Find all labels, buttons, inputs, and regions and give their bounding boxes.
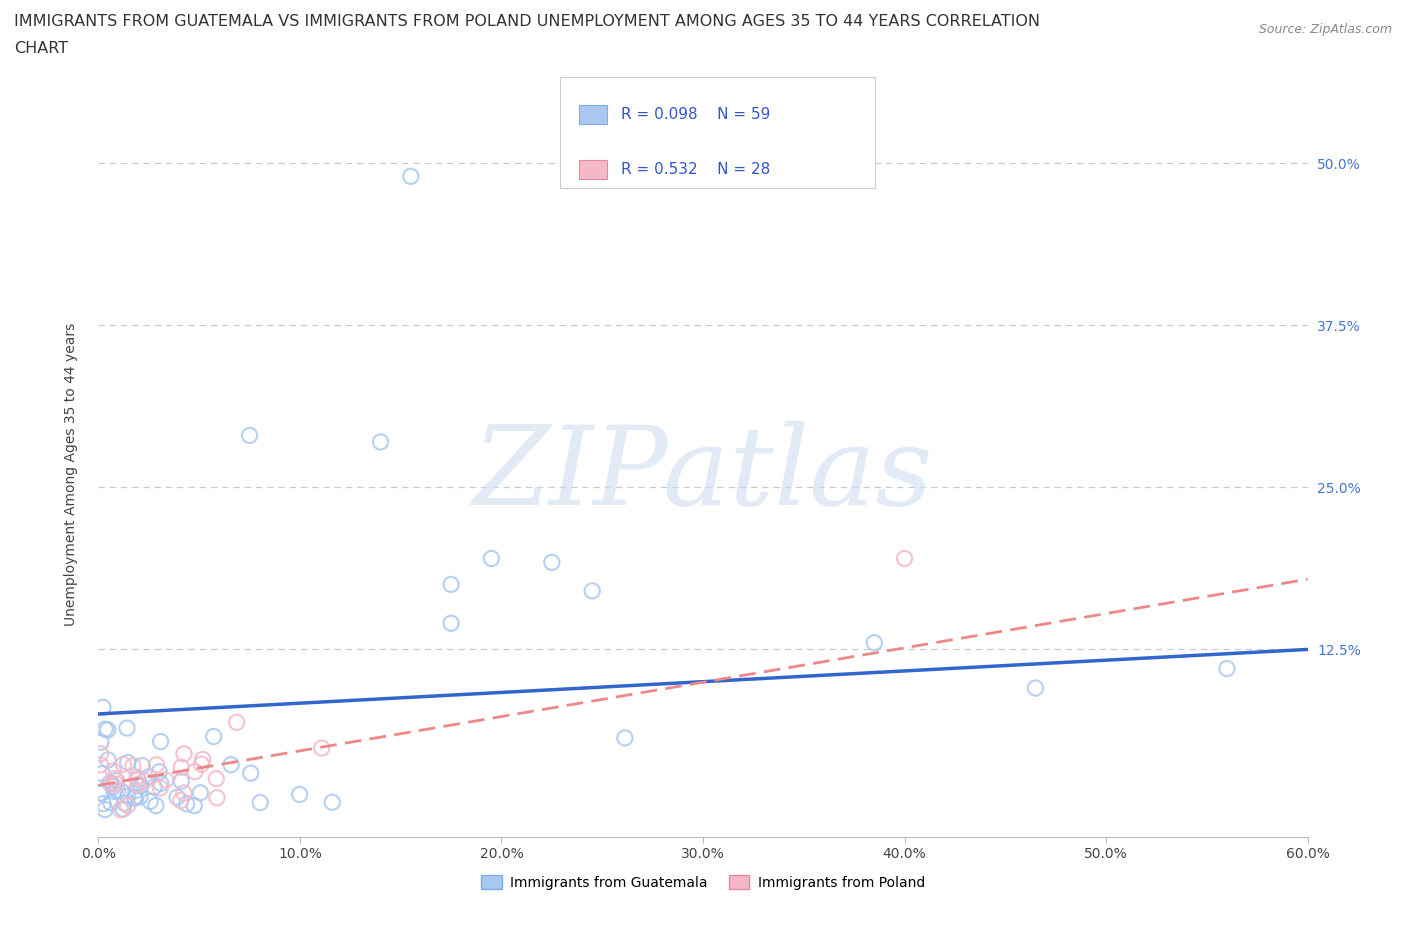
Point	[124, 790, 146, 805]
Point	[183, 798, 205, 813]
Point	[225, 715, 247, 730]
Point	[581, 583, 603, 598]
Point	[107, 783, 129, 798]
Text: CHART: CHART	[14, 41, 67, 56]
Point	[170, 774, 193, 789]
Point	[104, 771, 127, 786]
Text: Source: ZipAtlas.com: Source: ZipAtlas.com	[1258, 23, 1392, 36]
Point	[176, 796, 198, 811]
Point	[103, 764, 125, 778]
Point	[131, 758, 153, 773]
Point	[145, 798, 167, 813]
Point	[173, 786, 195, 801]
Point	[321, 795, 343, 810]
Point	[110, 784, 132, 799]
Point	[91, 766, 114, 781]
Point	[202, 729, 225, 744]
Point	[125, 770, 148, 785]
Point	[100, 795, 122, 810]
Point	[440, 577, 463, 591]
Point	[104, 777, 127, 791]
Point	[94, 722, 117, 737]
Point	[127, 777, 149, 791]
Point	[97, 723, 120, 737]
Point	[239, 765, 262, 780]
Point	[139, 794, 162, 809]
Point	[149, 734, 172, 749]
Point	[90, 786, 112, 801]
Point	[540, 555, 562, 570]
Point	[97, 752, 120, 767]
Point	[143, 779, 166, 794]
Point	[288, 787, 311, 802]
Point	[100, 777, 122, 791]
Point	[205, 771, 228, 786]
Point	[89, 757, 111, 772]
Point	[893, 551, 915, 566]
Point	[101, 779, 124, 794]
Point	[115, 721, 138, 736]
Point	[169, 793, 191, 808]
Point	[863, 635, 886, 650]
Point	[90, 786, 112, 801]
Point	[205, 790, 228, 805]
Point	[166, 790, 188, 804]
Point	[184, 764, 207, 779]
Point	[190, 785, 212, 800]
Text: R = 0.532    N = 28: R = 0.532 N = 28	[621, 162, 770, 177]
Point	[129, 778, 152, 793]
Text: R = 0.098    N = 59: R = 0.098 N = 59	[621, 107, 770, 122]
Point	[112, 796, 135, 811]
Text: IMMIGRANTS FROM GUATEMALA VS IMMIGRANTS FROM POLAND UNEMPLOYMENT AMONG AGES 35 T: IMMIGRANTS FROM GUATEMALA VS IMMIGRANTS …	[14, 14, 1040, 29]
Text: ZIPatlas: ZIPatlas	[472, 420, 934, 528]
Point	[124, 790, 146, 804]
Point	[170, 760, 193, 775]
Point	[219, 757, 242, 772]
Point	[90, 735, 112, 750]
Point	[173, 747, 195, 762]
Point	[481, 551, 503, 566]
Point	[112, 757, 135, 772]
Point	[155, 773, 177, 788]
Point	[148, 764, 170, 779]
Point	[1025, 681, 1047, 696]
Point	[91, 700, 114, 715]
Point	[89, 747, 111, 762]
Point	[103, 784, 125, 799]
Point	[122, 758, 145, 773]
Point	[138, 769, 160, 784]
Point	[117, 789, 139, 804]
Point	[117, 798, 139, 813]
Point	[190, 757, 212, 772]
Point	[149, 780, 172, 795]
Y-axis label: Unemployment Among Ages 35 to 44 years: Unemployment Among Ages 35 to 44 years	[63, 323, 77, 626]
Point	[311, 740, 333, 755]
Point	[145, 757, 167, 772]
Point	[125, 783, 148, 798]
Point	[191, 752, 214, 767]
Point	[370, 434, 392, 449]
Point	[239, 428, 262, 443]
Point	[112, 802, 135, 817]
Point	[91, 796, 114, 811]
Point	[129, 790, 152, 804]
Point	[105, 773, 128, 788]
Point	[134, 773, 156, 788]
Point	[149, 776, 172, 790]
Point	[110, 803, 132, 817]
Point	[399, 169, 422, 184]
Point	[98, 776, 121, 790]
Point	[127, 772, 149, 787]
Point	[94, 803, 117, 817]
Point	[117, 755, 139, 770]
Point	[249, 795, 271, 810]
Point	[613, 730, 636, 745]
Legend: Immigrants from Guatemala, Immigrants from Poland: Immigrants from Guatemala, Immigrants fr…	[475, 870, 931, 896]
Point	[440, 616, 463, 631]
Point	[1216, 661, 1239, 676]
